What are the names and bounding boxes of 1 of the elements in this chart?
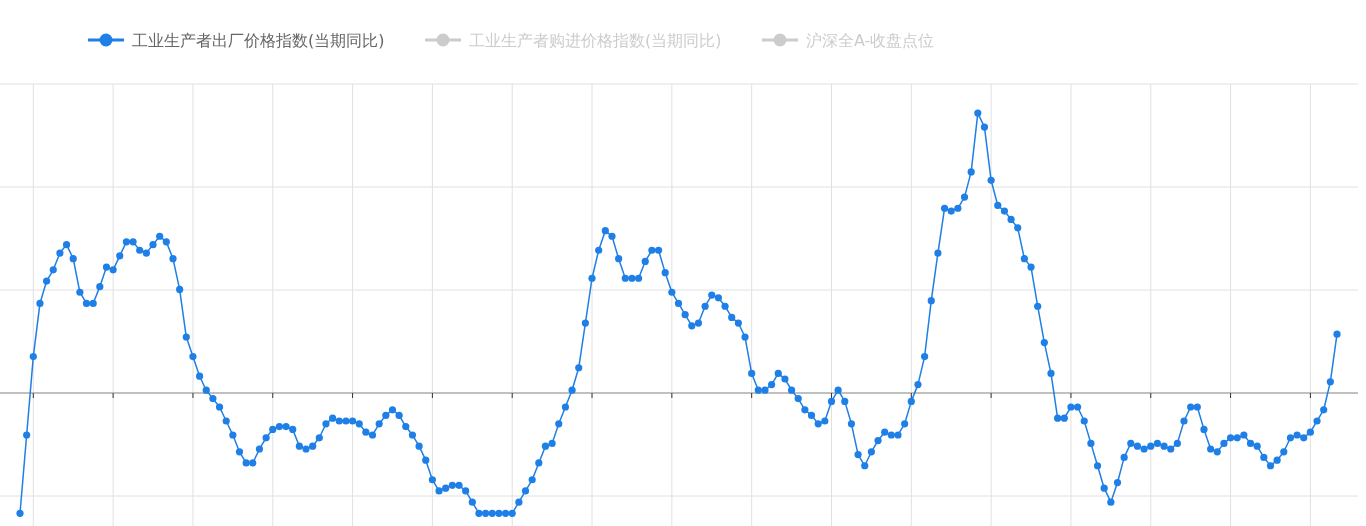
legend-label: 工业生产者出厂价格指数(当期同比) (132, 31, 385, 50)
